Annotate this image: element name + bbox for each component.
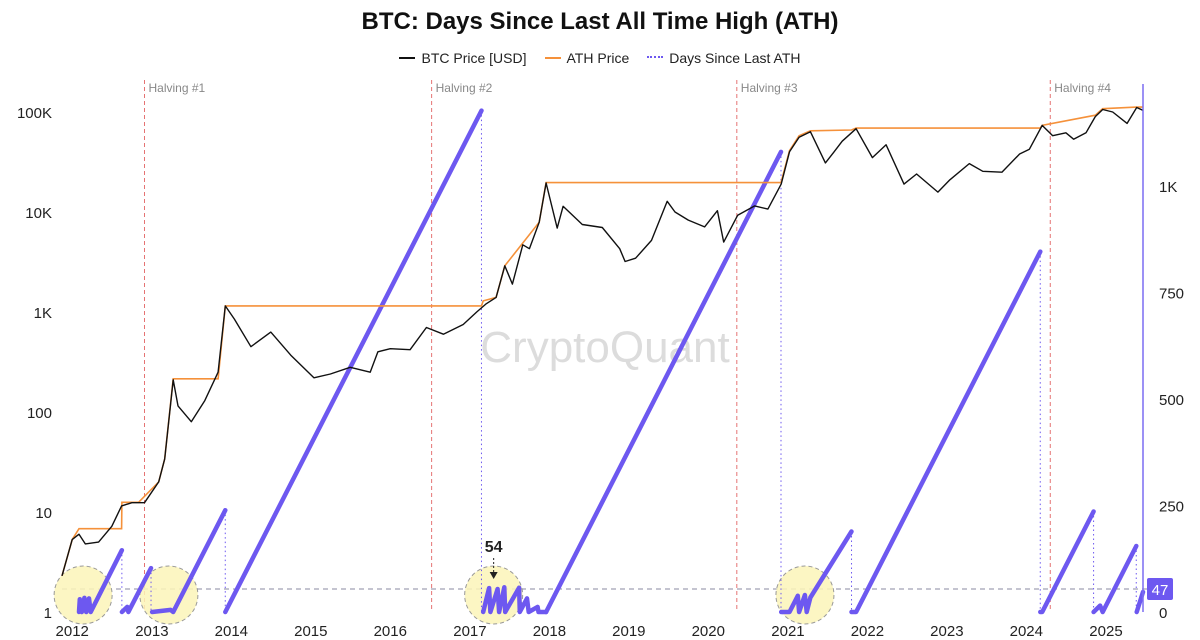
legend: BTC Price [USD] ATH Price Days Since Las…	[0, 50, 1200, 66]
legend-swatch-btc-price	[399, 57, 416, 59]
x-tick-label: 2023	[930, 623, 963, 640]
y-left-tick-label: 1	[44, 605, 52, 622]
x-tick-label: 2013	[135, 623, 168, 640]
x-tick-label: 2015	[294, 623, 327, 640]
current-value-badge	[1147, 577, 1173, 600]
legend-swatch-ath-price	[544, 57, 561, 59]
x-tick-label: 2022	[851, 623, 884, 640]
x-tick-label: 2017	[453, 623, 486, 640]
halving-label: Halving #1	[149, 81, 206, 95]
halving-label: Halving #4	[1054, 81, 1111, 95]
legend-item-ath-price[interactable]: ATH Price	[544, 50, 630, 66]
x-tick-label: 2021	[771, 623, 804, 640]
days-since-ath-segment	[1091, 543, 1139, 615]
halving-markers: Halving #1 Halving #2 Halving #3 Halving #4	[144, 80, 1111, 612]
x-tick-label: 2024	[1010, 623, 1043, 640]
x-tick-label: 2025	[1089, 623, 1122, 640]
annotation-54-label: 54	[485, 539, 503, 556]
x-tick-label: 2016	[374, 623, 407, 640]
y-right-tick-label: 500	[1159, 392, 1184, 409]
days-since-ath-segment	[76, 547, 125, 615]
y-left-tick-label: 1K	[34, 305, 52, 322]
highlight-circle	[53, 565, 113, 625]
y-right-tick-label: 1K	[1159, 179, 1177, 196]
y-left-tick-label: 10	[35, 505, 52, 522]
y-left-tick-label: 100K	[17, 105, 52, 122]
halving-label: Halving #2	[436, 81, 493, 95]
y-left-tick-label: 100	[27, 405, 52, 422]
days-since-ath-segment	[543, 149, 784, 615]
axes: 1 10 100 1K 10K 100K 0 250 500 750 1K 2012 2013 2014 2…	[17, 84, 1184, 640]
legend-label-btc-price: BTC Price [USD]	[421, 50, 527, 66]
legend-item-days-since-ath[interactable]: Days Since Last ATH	[647, 50, 801, 66]
y-right-tick-label: 250	[1159, 499, 1184, 516]
x-tick-label: 2012	[56, 623, 89, 640]
legend-swatch-days-since-ath	[647, 56, 664, 60]
days-since-ath-segment	[119, 565, 154, 615]
annotations: 47 54	[485, 539, 1173, 600]
days-since-ath-segment	[149, 507, 228, 615]
btc-price-series	[61, 106, 1144, 576]
days-since-ath-segment	[480, 585, 549, 615]
highlight-circles	[53, 565, 835, 625]
halving-label: Halving #3	[741, 81, 798, 95]
y-right-tick-label: 0	[1159, 605, 1167, 622]
days-since-ath-segment	[849, 249, 1043, 615]
legend-label-ath-price: ATH Price	[566, 50, 630, 66]
x-tick-label: 2014	[215, 623, 248, 640]
days-since-ath-series	[76, 108, 1146, 615]
days-since-ath-segment	[1038, 509, 1096, 615]
chart-title: BTC: Days Since Last All Time High (ATH)	[361, 8, 839, 35]
days-since-ath-segment	[223, 108, 484, 615]
x-tick-label: 2018	[533, 623, 566, 640]
btc-price-line	[61, 106, 1144, 576]
x-tick-label: 2020	[692, 623, 725, 640]
annotation-54-arrow	[489, 572, 498, 579]
days-since-ath-segment	[1134, 589, 1146, 615]
current-value-label: 47	[1152, 582, 1169, 599]
legend-item-btc-price[interactable]: BTC Price [USD]	[399, 50, 527, 66]
legend-label-days-since-ath: Days Since Last ATH	[669, 50, 801, 66]
days-since-ath-segment	[778, 529, 854, 615]
y-left-tick-label: 10K	[25, 205, 52, 222]
x-tick-label: 2019	[612, 623, 645, 640]
y-right-tick-label: 750	[1159, 286, 1184, 303]
